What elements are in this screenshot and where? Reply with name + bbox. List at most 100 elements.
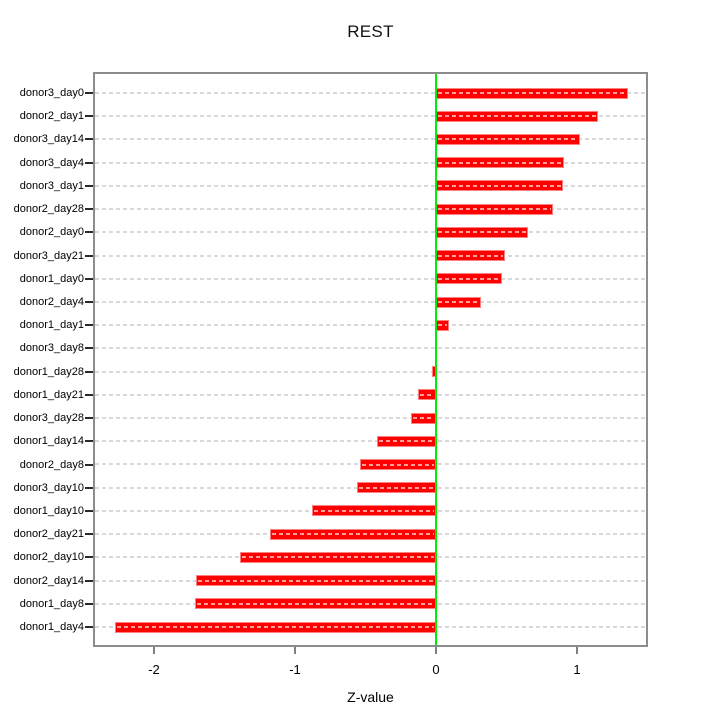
bar-center-dash (438, 301, 480, 303)
y-tick (85, 277, 93, 280)
chart-title: REST (347, 22, 394, 41)
bar-donor2_day14 (196, 575, 436, 587)
bar-donor3_day4 (436, 157, 565, 169)
bar-donor3_day28 (410, 412, 436, 424)
y-tick (85, 393, 93, 396)
y-tick (85, 463, 93, 466)
bar-donor1_day14 (376, 435, 436, 447)
y-label-donor1_day14: donor1_day14 (13, 435, 84, 448)
y-label-donor1_day0: donor1_day0 (19, 272, 84, 285)
gridline (95, 324, 646, 327)
bar-donor3_day0 (436, 87, 628, 99)
bar-donor2_day21 (269, 528, 436, 540)
bar-center-dash (438, 208, 551, 211)
y-label-donor3_day0: donor3_day0 (19, 87, 84, 99)
y-tick (85, 231, 93, 234)
bar-donor2_day28 (436, 203, 553, 215)
bar-donor3_day21 (436, 250, 506, 261)
bar-center-dash (419, 393, 434, 396)
gridline (95, 440, 646, 443)
y-tick (85, 602, 93, 605)
y-label-donor3_day8: donor3_day8 (19, 342, 84, 355)
y-label-donor3_day14: donor3_day14 (13, 133, 84, 146)
y-label-donor3_day1: donor3_day1 (19, 179, 84, 192)
y-label-donor2_day0: donor2_day0 (19, 226, 84, 239)
bar-center-dash (412, 417, 434, 419)
bar-center-dash (242, 556, 434, 559)
y-tick (85, 161, 93, 164)
bar-center-dash (438, 115, 597, 118)
y-tick (85, 509, 93, 512)
y-label-donor1_day4: donor1_day4 (19, 621, 84, 633)
bar-donor2_day4 (436, 296, 482, 308)
bar-center-dash (378, 440, 434, 443)
x-tick-label: 1 (573, 662, 581, 677)
y-label-donor3_day10: donor3_day10 (13, 481, 84, 494)
bar-donor1_day21 (417, 389, 436, 401)
gridline (95, 417, 646, 420)
gridline (95, 300, 646, 303)
y-tick (85, 440, 93, 443)
bar-donor3_day14 (436, 133, 580, 145)
bar-center-dash (198, 579, 434, 582)
y-label-donor2_day10: donor2_day10 (13, 551, 84, 564)
gridline (95, 92, 646, 94)
gridline (95, 184, 646, 187)
y-tick (85, 301, 93, 303)
y-tick (85, 324, 93, 327)
y-tick (85, 138, 93, 141)
y-label-donor3_day4: donor3_day4 (19, 156, 84, 169)
y-tick (85, 92, 93, 94)
x-tick-label: 0 (432, 662, 440, 677)
plot-area (93, 72, 648, 647)
bar-center-dash (438, 231, 526, 234)
bar-center-dash (313, 509, 434, 512)
bar-donor2_day10 (240, 551, 436, 563)
y-tick (85, 184, 93, 187)
x-axis-title: Z-value (347, 689, 394, 705)
y-label-donor2_day8: donor2_day8 (19, 458, 84, 471)
x-tick (294, 647, 296, 654)
y-label-donor1_day8: donor1_day8 (19, 597, 84, 610)
gridline (95, 393, 646, 396)
y-tick (85, 370, 93, 373)
y-tick (85, 254, 93, 257)
x-tick (435, 647, 437, 654)
y-tick (85, 533, 93, 536)
gridline (95, 277, 646, 280)
y-label-donor2_day28: donor2_day28 (13, 203, 84, 216)
x-tick-label: -2 (148, 662, 160, 677)
y-tick (85, 626, 93, 628)
y-label-donor1_day10: donor1_day10 (13, 504, 84, 517)
y-label-donor2_day4: donor2_day4 (19, 296, 84, 308)
gridline (95, 254, 646, 257)
gridline (95, 347, 646, 350)
y-tick (85, 417, 93, 419)
bar-donor1_day1 (436, 319, 449, 331)
bar-center-dash (438, 138, 578, 141)
y-tick (85, 579, 93, 582)
bar-donor2_day8 (359, 459, 436, 470)
bar-donor1_day8 (194, 598, 436, 610)
zero-reference-line (435, 74, 437, 645)
bar-donor1_day0 (436, 273, 503, 285)
bar-center-dash (359, 486, 434, 489)
bar-center-dash (438, 277, 501, 280)
y-tick (85, 556, 93, 559)
y-tick (85, 208, 93, 211)
y-tick (85, 347, 93, 350)
bar-center-dash (438, 92, 626, 94)
bar-center-dash (438, 161, 563, 164)
bar-center-dash (271, 533, 434, 536)
bar-donor2_day1 (436, 110, 599, 122)
bar-center-dash (196, 602, 434, 605)
bar-donor1_day10 (311, 505, 436, 517)
y-label-donor2_day14: donor2_day14 (13, 574, 84, 587)
bar-donor3_day1 (436, 180, 563, 192)
gridline (95, 370, 646, 373)
bar-center-dash (438, 184, 561, 187)
bar-center-dash (438, 324, 447, 327)
bar-center-dash (438, 254, 504, 257)
x-tick-label: -1 (289, 662, 301, 677)
